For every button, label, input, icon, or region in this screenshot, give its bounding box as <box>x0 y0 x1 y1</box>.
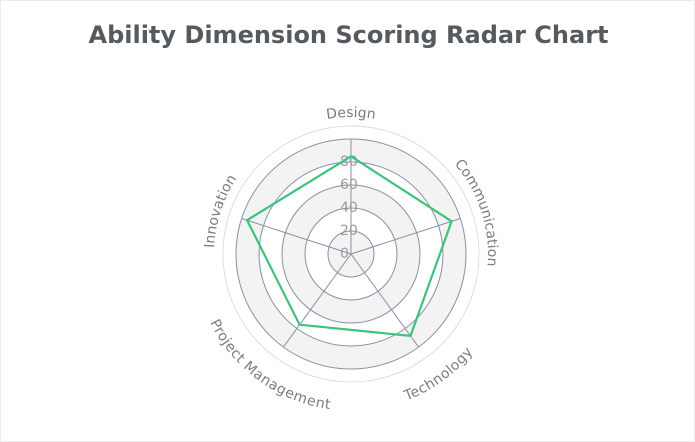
radar-tick-label: 40 <box>340 200 358 216</box>
radar-axis-label: Innovation <box>202 172 240 248</box>
radar-tick-label: 0 <box>340 246 349 262</box>
radar-spoke <box>350 217 461 255</box>
radar-series-line[interactable] <box>246 155 453 337</box>
radar-spoke <box>283 253 352 348</box>
radar-tick-label: 20 <box>340 223 358 239</box>
radar-spoke <box>350 253 419 348</box>
radar-tick-label: 60 <box>340 177 358 193</box>
radar-outer-ring <box>222 125 480 383</box>
radar-axis-label: Technology <box>401 344 476 404</box>
chart-title: Ability Dimension Scoring Radar Chart <box>88 21 609 49</box>
radar-axis-label: Design <box>325 105 377 123</box>
radar-spoke <box>241 217 352 255</box>
